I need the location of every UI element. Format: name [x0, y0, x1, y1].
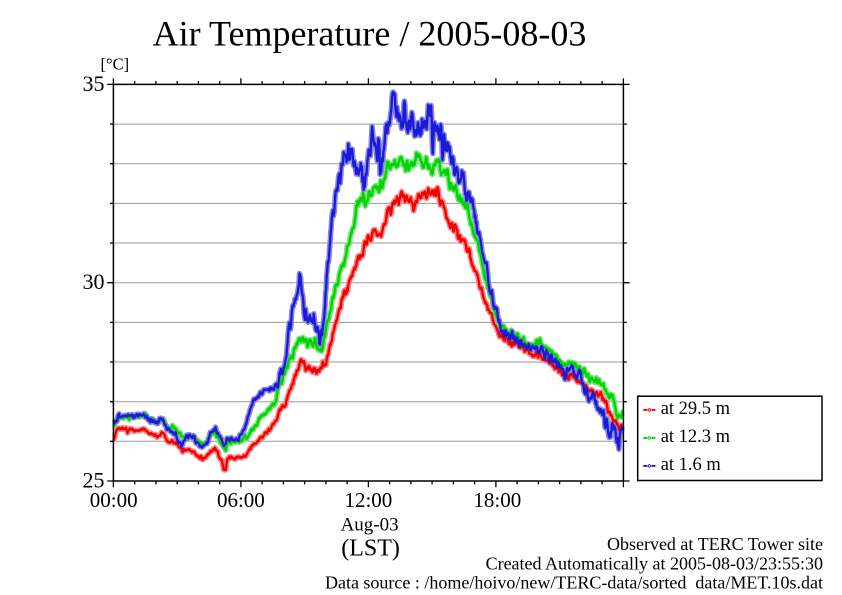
svg-text:Aug-03: Aug-03	[341, 514, 399, 535]
svg-text:12:00: 12:00	[344, 488, 392, 512]
svg-text:at 1.6 m: at 1.6 m	[661, 455, 722, 475]
svg-text:30: 30	[83, 269, 105, 294]
svg-text:[°C]: [°C]	[101, 55, 130, 74]
svg-text:Created Automatically at 2005-: Created Automatically at 2005-08-03/23:5…	[486, 553, 823, 573]
svg-text:at 12.3 m: at 12.3 m	[661, 427, 731, 447]
svg-text:(LST): (LST)	[341, 536, 400, 562]
svg-text:Observed at TERC Tower site: Observed at TERC Tower site	[607, 534, 823, 554]
svg-text:18:00: 18:00	[473, 488, 521, 512]
svg-text:Data source : /home/hoivo/new/: Data source : /home/hoivo/new/TERC-data/…	[325, 573, 823, 593]
svg-text:35: 35	[83, 71, 105, 96]
svg-text:00:00: 00:00	[90, 488, 138, 512]
svg-text:Air Temperature / 2005-08-03: Air Temperature / 2005-08-03	[153, 13, 587, 53]
svg-text:at 29.5 m: at 29.5 m	[661, 399, 731, 419]
svg-text:06:00: 06:00	[217, 488, 265, 512]
svg-text:25: 25	[83, 468, 105, 493]
